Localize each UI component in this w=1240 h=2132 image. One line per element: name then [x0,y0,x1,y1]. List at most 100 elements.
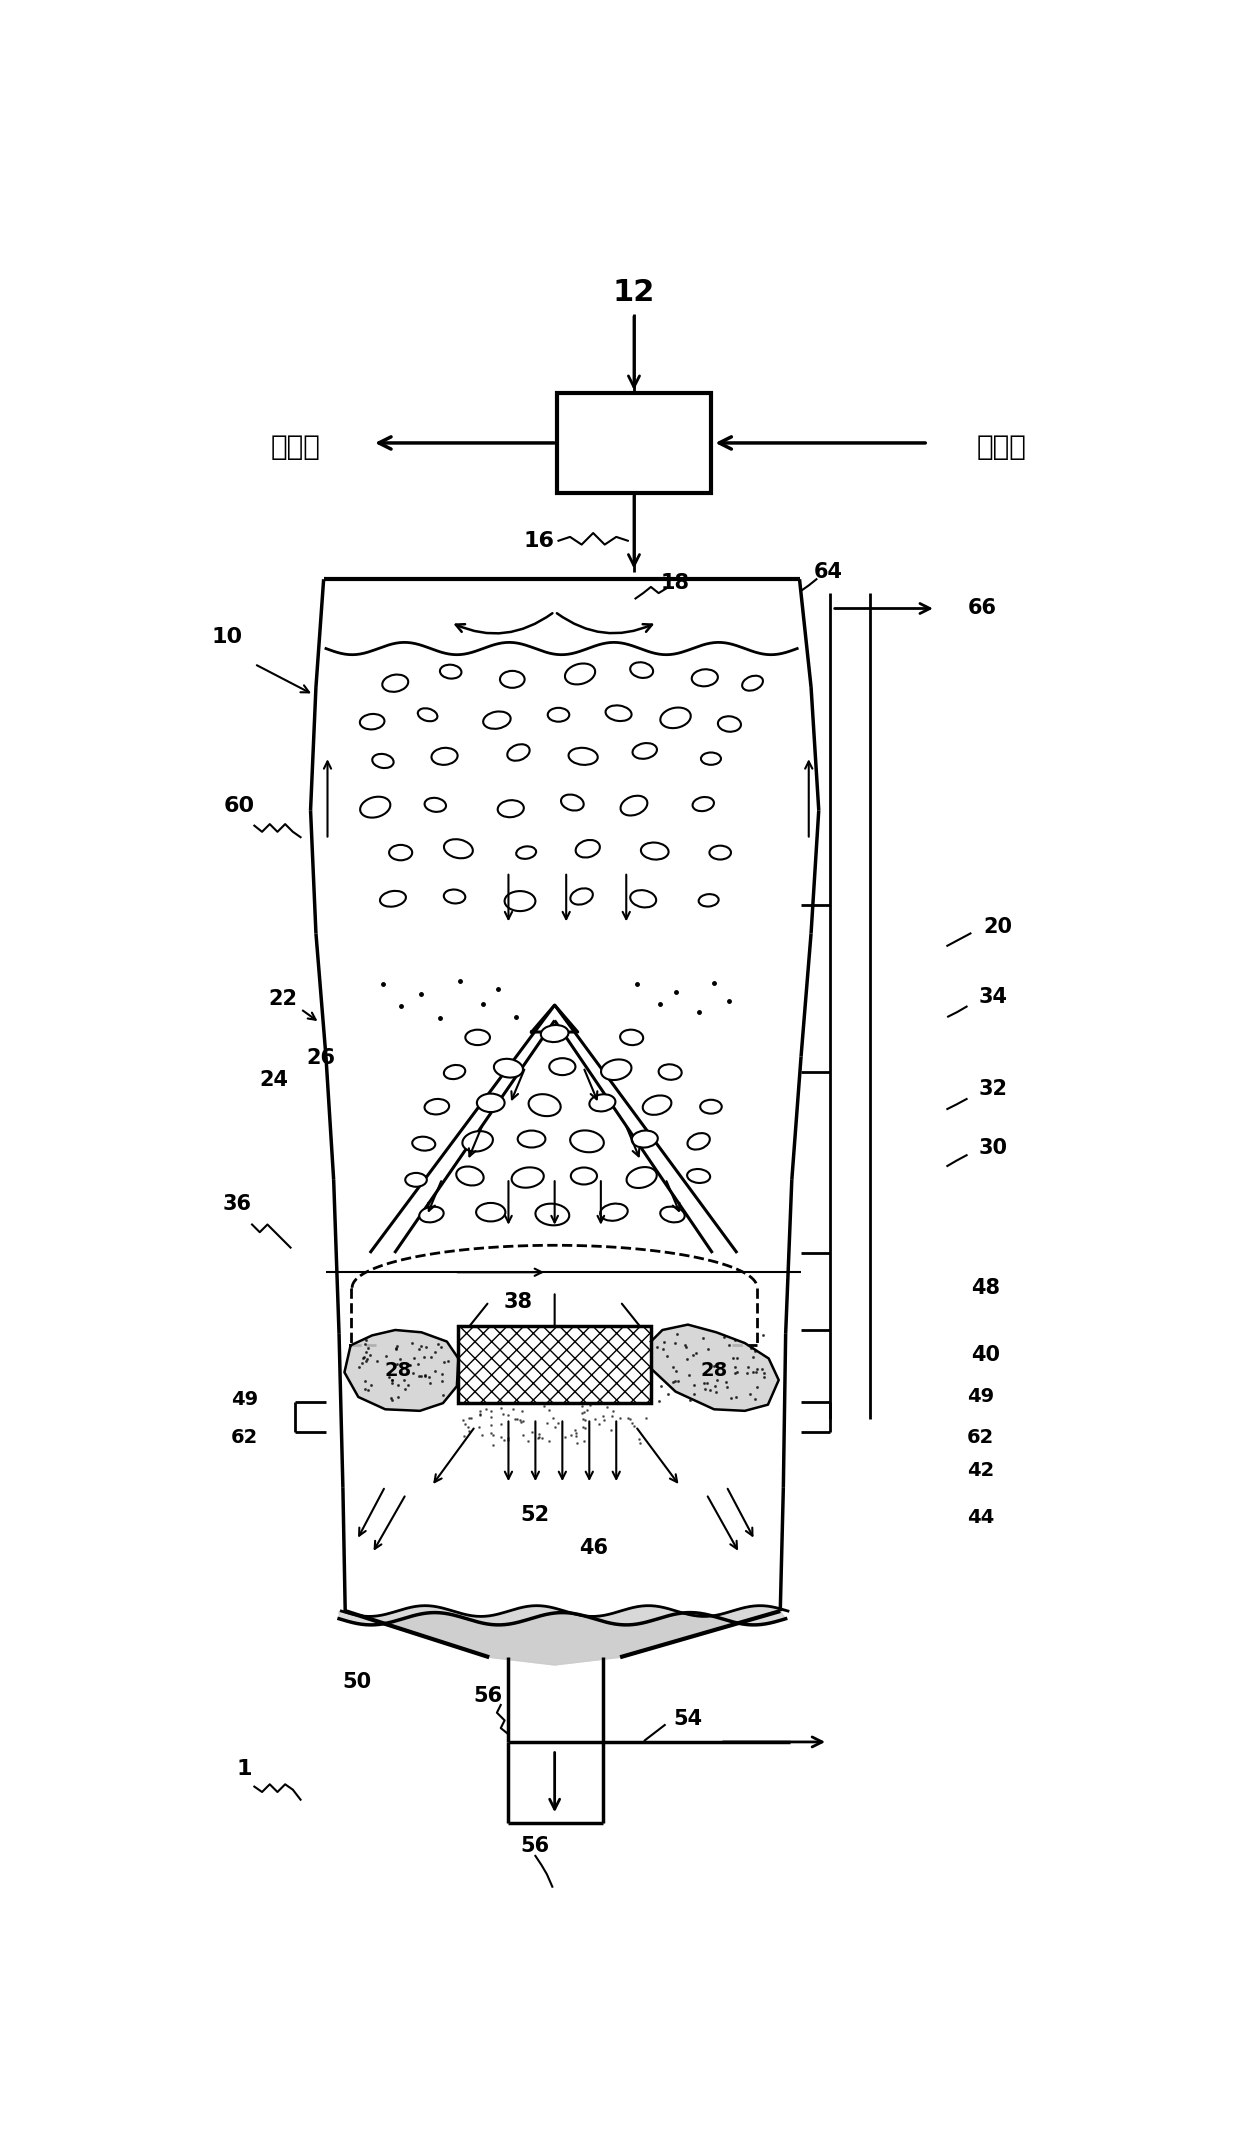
Text: 1: 1 [237,1759,252,1778]
Text: 62: 62 [967,1428,994,1448]
Polygon shape [651,1324,779,1411]
Ellipse shape [630,663,653,678]
Text: 56: 56 [521,1836,551,1855]
Text: 56: 56 [474,1686,502,1706]
Ellipse shape [382,674,408,693]
Polygon shape [345,1330,459,1411]
Ellipse shape [632,744,657,759]
Ellipse shape [605,706,631,721]
Ellipse shape [424,797,446,812]
Ellipse shape [541,1025,568,1043]
Ellipse shape [709,846,732,859]
Text: 10: 10 [212,627,243,646]
Ellipse shape [660,1207,684,1222]
Ellipse shape [424,1098,449,1115]
Ellipse shape [631,1130,657,1147]
Text: 24: 24 [259,1070,288,1089]
Ellipse shape [456,1166,484,1185]
Text: 16: 16 [523,531,554,550]
Ellipse shape [444,840,472,859]
Ellipse shape [620,795,647,817]
Ellipse shape [507,744,529,761]
Text: 49: 49 [231,1390,258,1409]
Text: 48: 48 [971,1277,1001,1298]
Ellipse shape [444,889,465,904]
Text: 66: 66 [967,599,997,618]
Text: 42: 42 [967,1460,994,1480]
Ellipse shape [405,1173,427,1188]
Ellipse shape [589,1094,615,1111]
Ellipse shape [494,1060,523,1077]
Ellipse shape [477,1094,505,1113]
Text: 18: 18 [661,574,689,593]
Bar [557,392,711,492]
Text: 28: 28 [384,1362,412,1379]
Ellipse shape [570,1168,596,1185]
Ellipse shape [600,1205,627,1222]
Ellipse shape [701,753,720,765]
Bar [459,1326,651,1403]
Ellipse shape [440,665,461,678]
Ellipse shape [642,1096,671,1115]
Ellipse shape [687,1168,711,1183]
Ellipse shape [549,1057,575,1075]
Text: 49: 49 [967,1388,994,1407]
Text: 44: 44 [967,1507,994,1527]
Ellipse shape [444,1066,465,1079]
Ellipse shape [512,1168,544,1188]
Ellipse shape [698,893,719,906]
Ellipse shape [528,1094,560,1117]
Text: 54: 54 [673,1710,702,1729]
Ellipse shape [658,1064,682,1079]
Ellipse shape [360,714,384,729]
Ellipse shape [484,712,511,729]
Ellipse shape [360,797,391,817]
Ellipse shape [476,1202,506,1222]
Text: 60: 60 [223,797,254,817]
Ellipse shape [500,672,525,689]
Text: 12: 12 [613,279,655,307]
Polygon shape [341,1605,787,1665]
Ellipse shape [389,844,412,861]
Ellipse shape [463,1132,494,1151]
Ellipse shape [742,676,763,691]
Text: 热空气: 热空气 [976,433,1027,461]
Ellipse shape [418,708,438,721]
Text: 30: 30 [980,1138,1008,1158]
Ellipse shape [432,748,458,765]
Text: 36: 36 [223,1194,252,1215]
Text: 26: 26 [306,1049,336,1068]
Ellipse shape [419,1207,444,1222]
Text: 32: 32 [980,1079,1008,1098]
Text: 38: 38 [503,1292,533,1311]
Ellipse shape [601,1060,631,1081]
Ellipse shape [620,1030,644,1045]
Text: 14: 14 [615,429,653,456]
Ellipse shape [570,1130,604,1151]
Ellipse shape [569,748,598,765]
Text: 64: 64 [813,561,842,582]
Ellipse shape [630,891,656,908]
Polygon shape [339,1612,786,1665]
Ellipse shape [693,797,714,810]
Text: 52: 52 [521,1505,551,1524]
Text: 22: 22 [268,989,298,1008]
Ellipse shape [536,1205,569,1226]
Ellipse shape [565,663,595,684]
Ellipse shape [379,891,405,906]
Ellipse shape [641,842,668,859]
Ellipse shape [626,1166,657,1188]
Ellipse shape [718,716,742,731]
Ellipse shape [701,1100,722,1113]
Text: 34: 34 [980,987,1008,1006]
Ellipse shape [412,1136,435,1151]
Text: 湿空气: 湿空气 [270,433,320,461]
Ellipse shape [505,891,536,910]
Ellipse shape [575,840,600,857]
Text: 50: 50 [342,1671,371,1693]
Ellipse shape [372,755,393,768]
Text: 40: 40 [971,1345,1001,1364]
Ellipse shape [516,846,536,859]
Ellipse shape [687,1132,709,1149]
Text: 46: 46 [579,1537,608,1558]
